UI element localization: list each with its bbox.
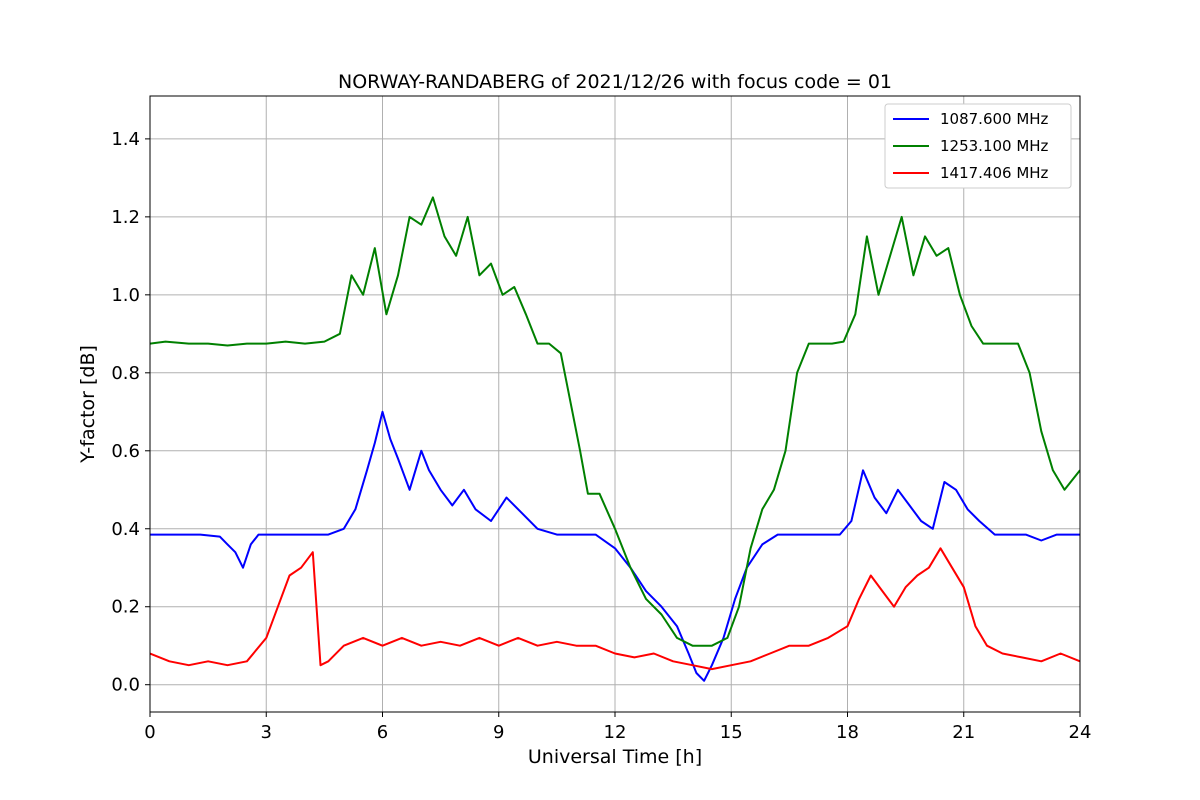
x-tick-label: 3 [261, 722, 272, 743]
legend-label-2: 1253.100 MHz [940, 137, 1049, 155]
x-tick-label: 21 [952, 722, 975, 743]
series-line-1 [150, 410, 1080, 682]
y-tick-label: 1.4 [111, 129, 140, 150]
series-line-3 [150, 547, 1080, 671]
series-layer [150, 196, 1080, 682]
y-tick-label: 1.2 [111, 207, 140, 228]
legend-box [884, 103, 1072, 189]
legend: 1087.600 MHz 1253.100 MHz 1417.406 MHz [884, 103, 1072, 189]
x-tick-label: 15 [720, 722, 743, 743]
series-line-2 [150, 196, 1080, 647]
x-tick-label: 12 [604, 722, 627, 743]
x-tick-label: 0 [144, 722, 155, 743]
x-axis-label: Universal Time [h] [528, 746, 702, 768]
y-tick-label: 0.0 [111, 675, 140, 696]
y-tick-label: 0.6 [111, 441, 140, 462]
legend-label-3: 1417.406 MHz [940, 164, 1049, 182]
x-axis: 0 3 6 9 12 15 18 21 24 [144, 712, 1091, 743]
x-tick-label: 18 [836, 722, 859, 743]
legend-label-1: 1087.600 MHz [940, 110, 1049, 128]
x-tick-label: 24 [1069, 722, 1092, 743]
y-tick-label: 0.4 [111, 519, 140, 540]
y-tick-label: 0.2 [111, 597, 140, 618]
y-tick-label: 0.8 [111, 363, 140, 384]
chart-title: NORWAY-RANDABERG of 2021/12/26 with focu… [338, 71, 892, 93]
x-tick-label: 9 [493, 722, 504, 743]
y-tick-label: 1.0 [111, 285, 140, 306]
y-axis-label: Y-factor [dB] [77, 345, 99, 464]
x-tick-label: 6 [377, 722, 388, 743]
y-axis: 0.0 0.2 0.4 0.6 0.8 1.0 1.2 1.4 [111, 129, 150, 696]
